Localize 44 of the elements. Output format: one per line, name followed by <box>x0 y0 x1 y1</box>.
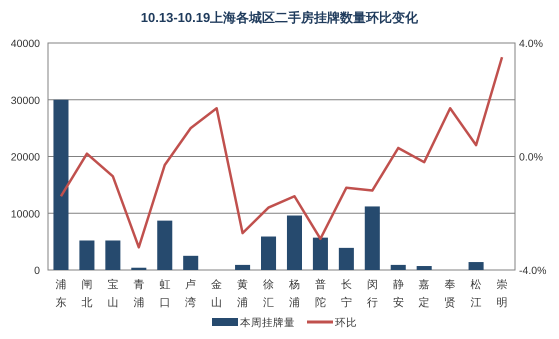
x-tick-label: 卢湾 <box>185 278 196 309</box>
legend-label: 本周挂牌量 <box>240 316 295 329</box>
bar <box>261 236 276 270</box>
x-tick-label: 崇明 <box>496 278 508 309</box>
legend-label: 环比 <box>335 316 357 329</box>
y-tick-label: 30000 <box>10 94 40 107</box>
line-series <box>60 56 504 249</box>
bar <box>312 238 328 270</box>
y-tick-label: 0 <box>34 265 40 277</box>
bar <box>286 216 302 270</box>
y-tick-label: 10000 <box>10 208 40 220</box>
x-tick-label: 徐汇 <box>263 279 274 309</box>
x-tick-label: 闸北 <box>81 279 92 309</box>
x-tick-label: 闵行 <box>366 279 378 309</box>
bar <box>364 206 380 270</box>
bar <box>105 240 120 270</box>
bar <box>183 256 198 270</box>
x-tick-label: 长宁 <box>340 278 352 309</box>
x-tick-label: 宝山 <box>107 278 118 309</box>
x-tick-label: 虹口 <box>159 279 170 309</box>
x-tick-label: 普陀 <box>314 278 326 309</box>
bar <box>235 264 250 270</box>
x-tick-label: 静安 <box>392 279 404 309</box>
x-tick-label: 青浦 <box>133 278 144 309</box>
x-tick-label: 松江 <box>470 279 482 309</box>
bar <box>79 240 94 270</box>
bar <box>416 266 432 270</box>
bar <box>53 100 68 270</box>
y2-tick-label: 4.0% <box>519 38 543 50</box>
x-tick-label: 奉贤 <box>444 279 456 309</box>
x-tick-label: 黄浦 <box>237 278 248 309</box>
x-tick-label: 金山 <box>211 279 222 309</box>
y2-tick-label: -4.0% <box>519 265 546 277</box>
bar <box>157 220 172 270</box>
bar <box>338 248 354 270</box>
y-tick-label: 20000 <box>10 152 40 164</box>
bar <box>468 262 484 270</box>
y2-tick-label: 0.0% <box>519 152 543 164</box>
y-tick-label: 40000 <box>10 38 40 50</box>
bar <box>390 264 406 270</box>
x-tick-label: 浦东 <box>55 279 66 309</box>
x-tick-label: 嘉定 <box>418 278 430 309</box>
x-tick-label: 杨浦 <box>288 279 300 309</box>
chart-title: 10.13-10.19上海各城区二手房挂牌数量环比变化 <box>140 10 420 25</box>
